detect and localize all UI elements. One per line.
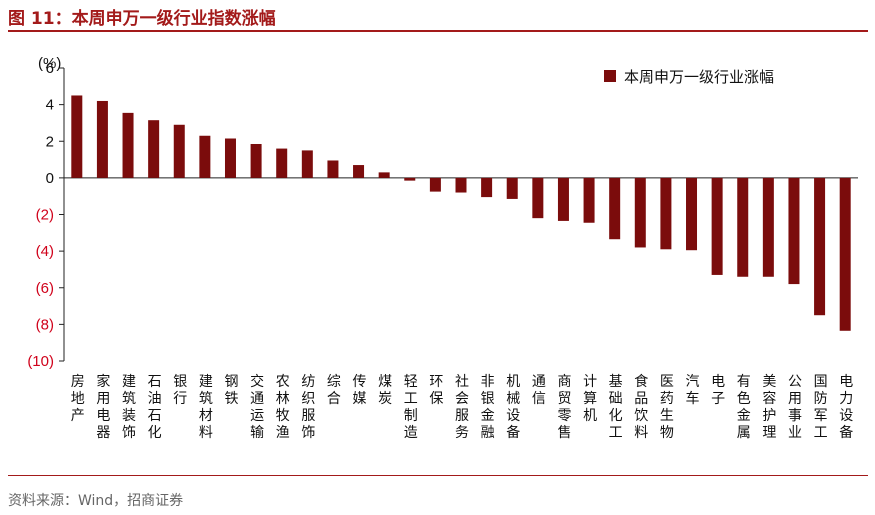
category-label: 钢铁 xyxy=(224,374,238,407)
legend: 本周申万一级行业涨幅 xyxy=(604,68,774,86)
category-label: 银行 xyxy=(173,374,187,407)
category-label: 环保 xyxy=(429,374,443,407)
category-label: 通信 xyxy=(532,374,546,407)
category-label: 有色金属 xyxy=(737,374,751,441)
bar-12 xyxy=(353,165,365,178)
category-label: 交通运输 xyxy=(250,373,264,441)
category-label: 国防军工 xyxy=(814,374,828,441)
category-label: 计算机 xyxy=(583,374,597,424)
bar-29 xyxy=(788,177,800,285)
category-label: 非银金融 xyxy=(481,374,495,441)
legend-label: 本周申万一级行业涨幅 xyxy=(624,68,774,86)
figure-title: 图 11：本周申万一级行业指数涨幅 xyxy=(8,9,276,29)
bar-8 xyxy=(250,143,262,178)
y-unit-label: (%) xyxy=(38,55,61,72)
bar-4 xyxy=(148,120,160,178)
bar-24 xyxy=(660,177,672,250)
category-label: 美容护理 xyxy=(762,374,776,441)
category-label: 建筑装饰 xyxy=(122,374,136,441)
y-tick-label: (8) xyxy=(36,316,54,333)
category-label: 传媒 xyxy=(353,374,367,407)
bar-19 xyxy=(532,177,544,219)
category-label: 机械设备 xyxy=(506,374,520,441)
bar-21 xyxy=(583,177,595,223)
chart-bars xyxy=(71,95,851,331)
bar-11 xyxy=(327,160,339,178)
y-tick-label: (2) xyxy=(36,207,54,224)
category-label: 电子 xyxy=(711,374,725,407)
bar-14 xyxy=(404,177,416,181)
y-tick-label: 0 xyxy=(46,170,54,187)
bar-15 xyxy=(429,177,441,192)
footer-rule xyxy=(8,475,868,476)
bar-28 xyxy=(762,177,774,277)
category-label: 医药生物 xyxy=(660,374,674,441)
category-label: 基础化工 xyxy=(609,373,623,441)
bar-2 xyxy=(96,100,108,178)
bar-10 xyxy=(301,150,313,178)
category-label: 汽车 xyxy=(686,374,700,407)
y-tick-label: (6) xyxy=(36,280,54,297)
bar-27 xyxy=(737,177,749,277)
category-label: 农林牧渔 xyxy=(276,374,290,441)
category-label: 社会服务 xyxy=(455,374,469,441)
bar-22 xyxy=(609,177,621,240)
bar-1 xyxy=(71,95,83,178)
category-label: 商贸零售 xyxy=(557,374,571,441)
y-tick-label: (10) xyxy=(27,353,54,370)
category-label: 石油石化 xyxy=(148,374,162,441)
title-rule xyxy=(8,30,868,32)
y-tick-label: 2 xyxy=(46,133,54,150)
category-label: 房地产 xyxy=(71,374,85,424)
y-tick-label: (4) xyxy=(36,243,54,260)
category-label: 纺织服饰 xyxy=(301,374,315,441)
category-label: 公用事业 xyxy=(788,374,802,441)
bar-7 xyxy=(224,138,236,178)
bar-25 xyxy=(686,177,698,251)
bar-17 xyxy=(481,177,493,198)
category-label: 食品饮料 xyxy=(634,373,648,441)
bar-chart: 6 4 2 0 (2) (4) (6) (8) (10) 房地产家用电器建筑装饰石油石化银行建筑… xyxy=(27,55,858,441)
bar-23 xyxy=(634,177,646,248)
bar-5 xyxy=(173,124,185,178)
bar-6 xyxy=(199,135,211,178)
category-label: 轻工制造 xyxy=(404,374,418,441)
bar-30 xyxy=(814,177,826,316)
bar-31 xyxy=(839,177,851,331)
bar-18 xyxy=(506,177,518,199)
y-axis-ticks: 6 4 2 0 (2) (4) (6) (8) (10) xyxy=(27,60,64,370)
category-label: 家用电器 xyxy=(96,373,110,441)
category-label: 电力设备 xyxy=(839,374,853,441)
y-tick-label: 4 xyxy=(46,97,54,114)
category-label: 建筑材料 xyxy=(199,374,213,441)
bar-3 xyxy=(122,112,134,178)
bar-16 xyxy=(455,177,467,193)
y-tick-label: 6 xyxy=(46,60,54,77)
bar-26 xyxy=(711,177,723,275)
category-label: 综合 xyxy=(327,374,341,407)
category-label: 煤炭 xyxy=(378,374,392,407)
bar-13 xyxy=(378,172,390,178)
source-note: 资料来源：Wind，招商证券 xyxy=(8,493,184,509)
bar-20 xyxy=(557,177,569,221)
x-axis-categories: 房地产家用电器建筑装饰石油石化银行建筑材料钢铁交通运输农林牧渔纺织服饰综合传媒煤… xyxy=(71,373,853,441)
bar-9 xyxy=(276,148,288,178)
legend-swatch xyxy=(604,70,616,82)
